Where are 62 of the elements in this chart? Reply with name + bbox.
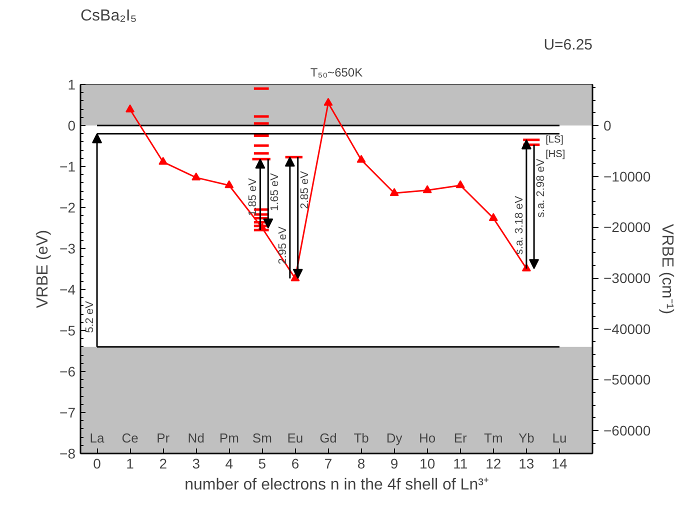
x-tick-label: 8: [357, 456, 366, 472]
x-tick-label: 11: [453, 456, 468, 472]
annotation: 1.65 eV: [269, 172, 282, 212]
x-tick-label: 0: [93, 456, 102, 472]
annotation: 2.85 eV: [298, 170, 311, 209]
x-tick-label: 7: [324, 456, 332, 472]
y2-tick-label: −20000: [604, 219, 651, 236]
annotation: Eu: [287, 430, 304, 446]
x-tick-label: 9: [390, 456, 398, 472]
annotation: 2.95 eV: [276, 226, 289, 264]
x-tick-label: 5: [258, 456, 266, 472]
x-tick-label: 3: [192, 456, 200, 472]
annotation: La: [90, 430, 106, 446]
annotation: s.a. 2.98 eV: [535, 158, 548, 218]
x-tick-label: 10: [420, 456, 436, 472]
y2-tick-label: −10000: [604, 168, 651, 184]
y-tick-label: 1: [68, 76, 76, 92]
y-tick-label: −7: [60, 404, 76, 420]
annotation: Ho: [419, 430, 436, 446]
y2-tick-label: −50000: [604, 372, 651, 388]
annotation: Dy: [386, 430, 403, 446]
y-axis-title: VRBE (eV): [34, 230, 52, 308]
y-tick-label: −2: [60, 200, 76, 216]
y2-tick-label: −60000: [604, 422, 651, 439]
y-tick-label: −4: [60, 282, 76, 298]
text: U=6.25: [544, 36, 593, 54]
annotation: s.a. 3.18 eV: [513, 195, 526, 255]
annotation: Lu: [552, 430, 567, 446]
x-tick-label: 12: [486, 456, 502, 472]
y2-axis-title: VRBE (cm⁻¹): [658, 224, 676, 314]
y2-tick-label: −30000: [604, 270, 651, 286]
annotation: Pr: [156, 430, 170, 446]
annotation: Er: [454, 430, 468, 446]
x-tick-label: 2: [159, 456, 168, 472]
x-axis-title: number of electrons n in the 4f shell of Ln³⁺: [184, 476, 488, 494]
y-tick-label: −1: [60, 158, 76, 174]
annotation: Nd: [188, 430, 204, 446]
annotation: 5.2 eV: [84, 300, 96, 333]
annotation: Yb: [518, 430, 534, 446]
series-label: [LS]: [546, 134, 564, 146]
y-tick-label: −5: [60, 322, 76, 338]
x-tick-label: 4: [225, 456, 234, 472]
annotation: Tm: [484, 430, 503, 446]
annotation: Tb: [354, 430, 369, 446]
y-tick-label: −3: [60, 240, 76, 256]
x-tick-label: 6: [291, 456, 300, 472]
chart-title: CsBa₂I₅: [80, 8, 137, 24]
y2-tick-label: 0: [604, 118, 612, 134]
annotation: Sm: [252, 430, 272, 446]
annotation: Pm: [219, 430, 239, 446]
annotation: 1.85 eV: [247, 177, 260, 216]
y-tick-label: −6: [60, 364, 76, 380]
y-tick-label: 0: [68, 118, 76, 134]
series-label: [HS]: [546, 148, 566, 160]
text: T₅₀~650K: [310, 66, 363, 80]
y-tick-label: −8: [60, 446, 76, 462]
annotation: Gd: [320, 430, 337, 446]
x-tick-label: 14: [552, 456, 568, 472]
x-tick-label: 13: [518, 456, 534, 472]
x-tick-label: 1: [126, 456, 134, 472]
annotation: Ce: [122, 430, 138, 446]
y2-tick-label: −40000: [604, 320, 651, 337]
